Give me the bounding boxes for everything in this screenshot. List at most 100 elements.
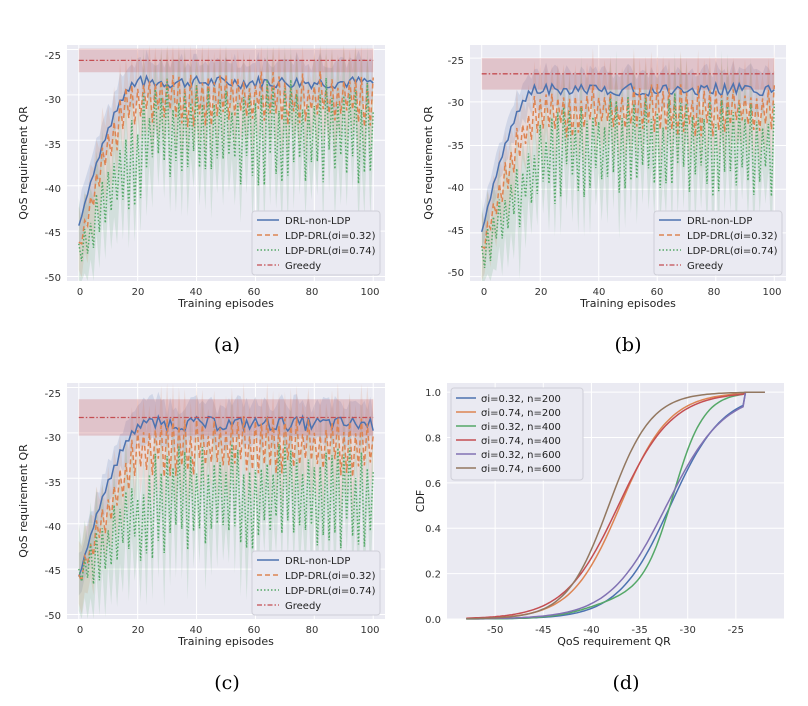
legend-d: σi=0.32, n=200 σi=0.74, n=200 σi=0.32, n… [450, 387, 584, 481]
caption-b: (b) [615, 334, 642, 356]
confidence-band [78, 49, 374, 246]
y-tick: -50 [45, 273, 61, 284]
series-d [466, 391, 765, 620]
y-ticks-b: -25 -30 -35 -40 -45 -50 [448, 56, 464, 279]
series-ldp-074 [78, 77, 374, 262]
y-tick: 0.4 [425, 524, 441, 535]
legend-box-d [450, 387, 584, 481]
x-axis-label-b: Training episodes [579, 297, 676, 310]
x-axis-label-c: Training episodes [177, 635, 274, 648]
panel-c: 0 20 40 60 80 100 -25 -30 -35 -40 -45 -5… [17, 383, 385, 694]
x-tick: -25 [728, 625, 744, 636]
legend-label: DRL-non-LDP [687, 216, 752, 227]
x-tick: 60 [651, 287, 664, 298]
series-ldp-032 [78, 71, 374, 245]
x-tick: 100 [360, 287, 379, 298]
y-tick: 0.6 [425, 479, 441, 490]
legend-label: LDP-DRL(σi=0.32) [687, 231, 778, 242]
series-ldp-032 [78, 416, 374, 585]
x-tick: 100 [762, 287, 781, 298]
panel-b: 0 20 40 60 80 100 -25 -30 -35 -40 -45 -5… [422, 45, 786, 356]
legend-label: σi=0.32, n=200 [481, 394, 561, 405]
y-ticks-d: 0.0 0.2 0.4 0.6 0.8 1.0 [425, 388, 441, 626]
y-tick: 0.8 [425, 433, 441, 444]
legend-label: σi=0.32, n=600 [481, 450, 561, 461]
legend-label: σi=0.74, n=600 [481, 464, 561, 475]
x-tick: -45 [535, 625, 551, 636]
legend-box-a [251, 210, 381, 276]
y-tick: 0.2 [425, 570, 441, 581]
y-tick: -45 [45, 566, 61, 577]
legend-label: Greedy [687, 261, 723, 272]
legend-label: LDP-DRL(σi=0.74) [285, 246, 376, 257]
y-tick: 1.0 [425, 388, 441, 399]
legend-label: LDP-DRL(σi=0.74) [687, 246, 778, 257]
x-tick: 80 [306, 625, 319, 636]
cdf-series-5 [466, 391, 765, 620]
legend-label: LDP-DRL(σi=0.32) [285, 231, 376, 242]
x-tick: -40 [583, 625, 599, 636]
y-tick: 0.0 [425, 615, 441, 626]
legend-label: Greedy [285, 601, 321, 612]
y-tick: -35 [448, 141, 464, 152]
confidence-band [78, 45, 374, 281]
x-ticks-c: 0 20 40 60 80 100 [77, 625, 380, 636]
legend-c: DRL-non-LDP LDP-DRL(σi=0.32) LDP-DRL(σi=… [251, 550, 381, 616]
x-axis-label-d: QoS requirement QR [557, 635, 671, 648]
y-tick: -25 [45, 51, 61, 62]
y-tick: -25 [448, 56, 464, 67]
confidence-band [481, 50, 775, 282]
x-tick: 20 [132, 625, 145, 636]
x-tick: 80 [306, 287, 319, 298]
legend-label: LDP-DRL(σi=0.74) [285, 586, 376, 597]
legend-label: σi=0.32, n=400 [481, 422, 561, 433]
y-ticks-c: -25 -30 -35 -40 -45 -50 [45, 389, 61, 622]
x-ticks-a: 0 20 40 60 80 100 [77, 287, 380, 298]
x-tick: 20 [535, 287, 548, 298]
y-tick: -30 [45, 433, 61, 444]
x-tick: -50 [487, 625, 503, 636]
confidence-band [78, 45, 374, 278]
confidence-band [481, 58, 775, 90]
x-ticks-b: 0 20 40 60 80 100 [481, 287, 782, 298]
legend-label: LDP-DRL(σi=0.32) [285, 571, 376, 582]
legend-label: DRL-non-LDP [285, 556, 350, 567]
x-tick: 40 [190, 625, 203, 636]
y-tick: -45 [45, 228, 61, 239]
panel-d: -50 -45 -40 -35 -30 -25 0.0 0.2 0.4 0.6 0.8 1.0 Qo… [414, 383, 784, 694]
x-tick: 60 [248, 287, 261, 298]
y-tick: -30 [448, 98, 464, 109]
series-drl-non-ldp [78, 414, 374, 577]
legend-box-b [653, 210, 783, 276]
y-tick: -25 [45, 389, 61, 400]
x-tick: 40 [593, 287, 606, 298]
series-b [480, 48, 776, 282]
series-ldp-074 [78, 443, 374, 585]
y-tick: -50 [45, 611, 61, 622]
x-tick: 60 [248, 625, 261, 636]
panel-a: 0 20 40 60 80 100 -25 -30 -35 -40 -45 -5… [17, 45, 385, 356]
y-axis-label-b: QoS requirement QR [422, 106, 435, 220]
y-tick: -35 [45, 140, 61, 151]
x-ticks-d: -50 -45 -40 -35 -30 -25 [487, 625, 744, 636]
x-tick: 0 [481, 287, 487, 298]
y-ticks-a: -25 -30 -35 -40 -45 -50 [45, 51, 61, 284]
y-tick: -35 [45, 478, 61, 489]
caption-c: (c) [214, 672, 239, 694]
y-axis-label-a: QoS requirement QR [17, 106, 30, 220]
legend-b: DRL-non-LDP LDP-DRL(σi=0.32) LDP-DRL(σi=… [653, 210, 783, 276]
caption-a: (a) [214, 334, 240, 356]
x-tick: 100 [360, 625, 379, 636]
series-ldp-074 [480, 93, 776, 268]
confidence-band [78, 383, 374, 614]
x-tick: 20 [132, 287, 145, 298]
legend-label: DRL-non-LDP [285, 216, 350, 227]
x-tick: -35 [631, 625, 647, 636]
y-axis-label-c: QoS requirement QR [17, 444, 30, 558]
x-tick: 0 [77, 625, 83, 636]
x-tick: 40 [190, 287, 203, 298]
series-drl-non-ldp [480, 81, 775, 233]
legend-label: σi=0.74, n=200 [481, 408, 561, 419]
x-tick: 0 [77, 287, 83, 298]
